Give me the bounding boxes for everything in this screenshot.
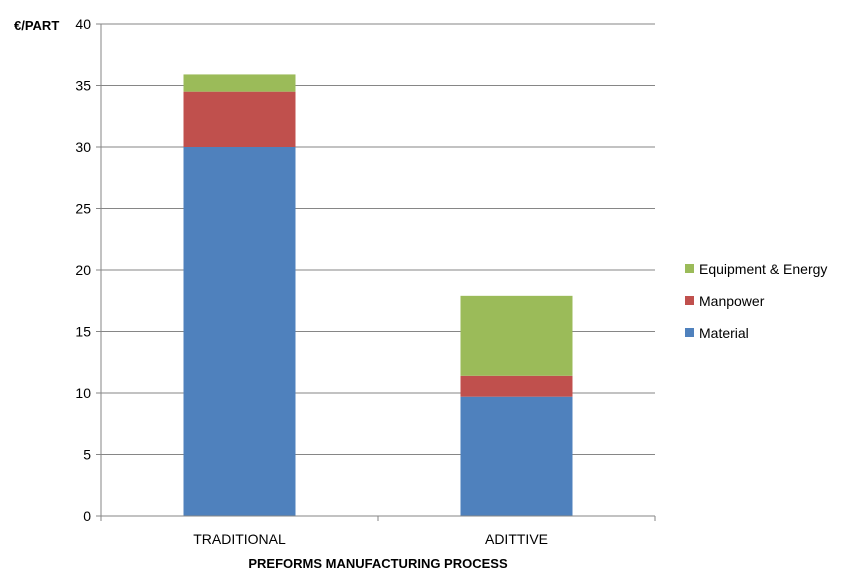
axes	[96, 23, 656, 521]
bar-segment-material	[183, 147, 296, 516]
bar-segment-equipment-energy	[183, 74, 296, 92]
y-tick-label: 10	[75, 385, 91, 401]
legend-swatch	[685, 296, 694, 305]
y-tick-label: 0	[83, 508, 91, 524]
bar-segment-equipment-energy	[460, 295, 573, 376]
x-tick-label: ADITTIVE	[485, 531, 548, 547]
y-tick-label: 15	[75, 324, 91, 340]
bar-segment-material	[460, 396, 573, 516]
x-axis-title: PREFORMS MANUFACTURING PROCESS	[248, 556, 508, 571]
legend-label: Manpower	[699, 293, 765, 309]
y-tick-label: 40	[75, 16, 91, 32]
y-tick-label: 30	[75, 139, 91, 155]
legend-label: Material	[699, 325, 749, 341]
y-tick-label: 5	[83, 447, 91, 463]
y-tick-label: 25	[75, 201, 91, 217]
legend-swatch	[685, 264, 694, 273]
legend-swatch	[685, 328, 694, 337]
y-axis-title: €/PART	[14, 18, 59, 33]
bars	[183, 74, 573, 516]
legend-label: Equipment & Energy	[699, 261, 827, 277]
y-tick-labels: 0 5 10 15 20 25 30 35 40	[75, 16, 91, 524]
x-tick-labels: TRADITIONAL ADITTIVE	[193, 531, 548, 547]
y-tick-label: 35	[75, 78, 91, 94]
y-tick-label: 20	[75, 262, 91, 278]
bar-segment-manpower	[460, 375, 573, 397]
x-tick-label: TRADITIONAL	[193, 531, 286, 547]
legend: Equipment & Energy Manpower Material	[685, 261, 827, 341]
bar-segment-manpower	[183, 91, 296, 147]
